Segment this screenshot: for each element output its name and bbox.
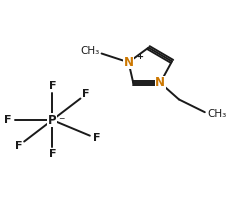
Text: F: F: [49, 81, 56, 91]
Text: F: F: [82, 89, 90, 99]
Text: F: F: [15, 141, 22, 151]
Text: N: N: [124, 56, 134, 69]
Text: CH₃: CH₃: [80, 46, 99, 56]
Text: F: F: [4, 115, 11, 125]
Text: −: −: [58, 114, 64, 123]
Text: CH₃: CH₃: [207, 109, 226, 119]
Text: F: F: [49, 149, 56, 159]
Text: F: F: [93, 133, 100, 143]
Text: P: P: [48, 113, 57, 126]
Text: N: N: [155, 76, 165, 89]
Text: +: +: [136, 52, 143, 60]
